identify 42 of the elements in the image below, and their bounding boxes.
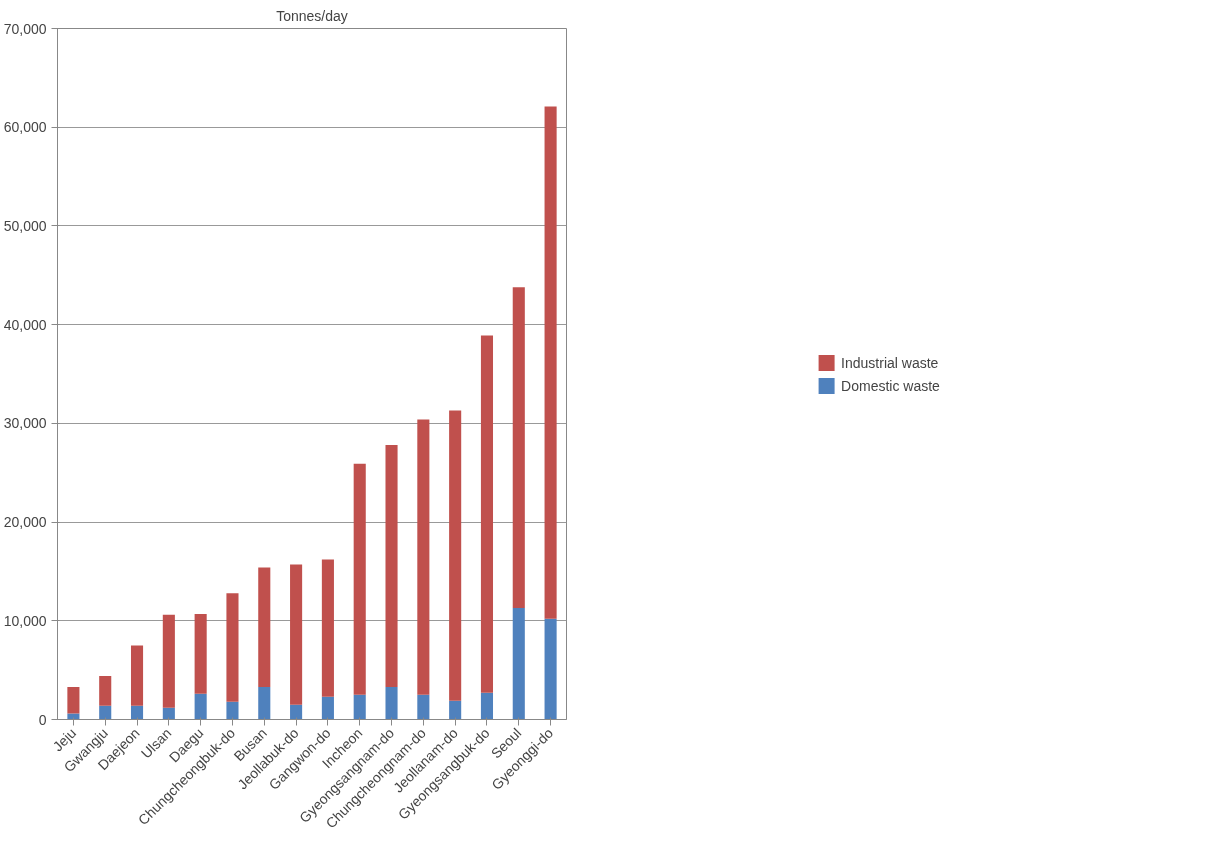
- bar: [162, 614, 175, 708]
- bar: [290, 704, 303, 720]
- bar: [290, 564, 303, 705]
- bar: [321, 696, 334, 720]
- bar: [544, 106, 557, 619]
- bar: [353, 463, 366, 695]
- bar: [385, 686, 398, 720]
- y-tick-label: 40,000: [3, 316, 47, 333]
- bar: [258, 686, 271, 720]
- bar: [226, 593, 239, 702]
- bar: [449, 410, 462, 701]
- bar: [130, 645, 144, 706]
- bar: [162, 707, 175, 720]
- bar: [449, 700, 462, 720]
- bar: [417, 694, 430, 720]
- bar: [512, 607, 525, 720]
- bar: [99, 676, 112, 706]
- bar: [480, 692, 494, 720]
- y-tick-label: 20,000: [3, 514, 47, 531]
- bar: [226, 701, 239, 720]
- bar: [258, 567, 271, 687]
- bar: [480, 335, 494, 693]
- chart-title: Tonnes/day: [276, 7, 348, 24]
- y-tick-label: 50,000: [3, 217, 47, 234]
- bar: [67, 686, 80, 714]
- bar: [512, 287, 525, 608]
- y-tick-label: 70,000: [3, 20, 47, 37]
- y-tick-label: 30,000: [3, 415, 47, 432]
- bar: [194, 693, 207, 720]
- y-tick-label: 10,000: [3, 612, 47, 629]
- bar: [130, 705, 144, 720]
- bar: [99, 705, 112, 720]
- y-tick-label: 0: [38, 711, 47, 728]
- bar: [194, 613, 207, 694]
- bar: [385, 445, 398, 687]
- bar: [321, 559, 334, 697]
- bar: [417, 419, 430, 695]
- legend-label: Domestic waste: [841, 377, 940, 393]
- y-tick-label: 60,000: [3, 119, 47, 136]
- bar: [353, 694, 366, 720]
- legend-label: Industrial waste: [841, 354, 939, 370]
- bar: [544, 618, 557, 720]
